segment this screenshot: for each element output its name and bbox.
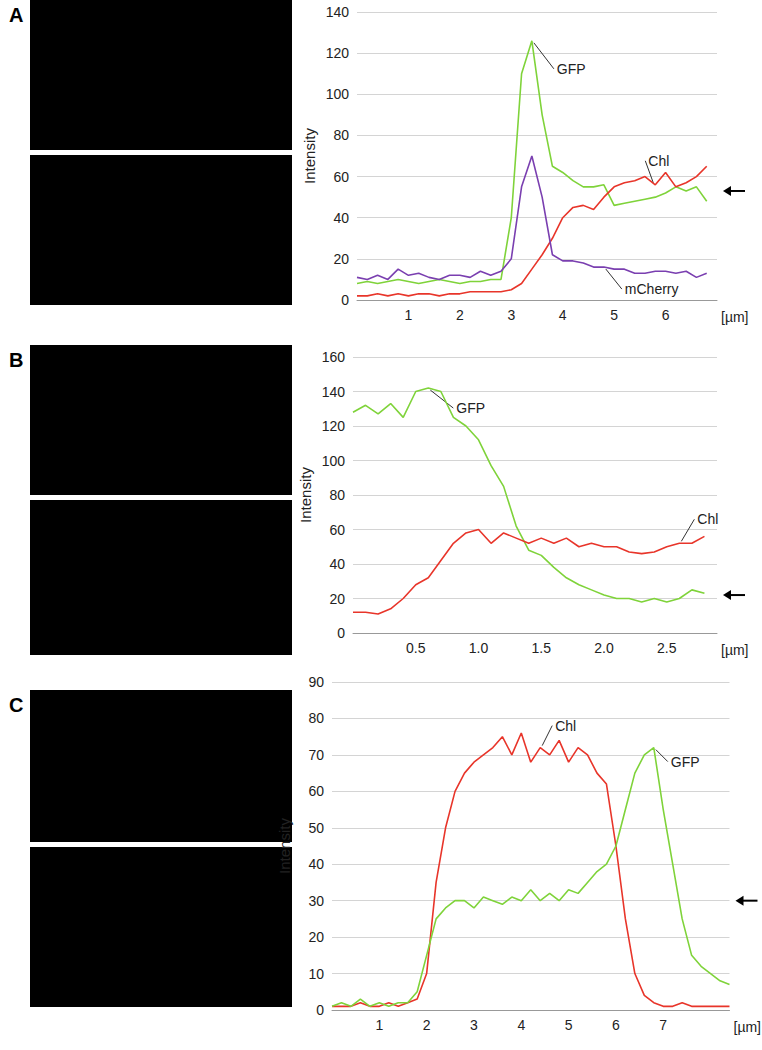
svg-text:10: 10 bbox=[308, 966, 324, 982]
svg-text:140: 140 bbox=[322, 384, 346, 400]
svg-text:40: 40 bbox=[329, 556, 345, 572]
svg-text:120: 120 bbox=[322, 418, 346, 434]
svg-text:5: 5 bbox=[610, 307, 618, 323]
svg-text:6: 6 bbox=[662, 307, 670, 323]
svg-text:B: B bbox=[9, 349, 23, 371]
svg-text:A: A bbox=[9, 4, 23, 26]
svg-text:3: 3 bbox=[470, 1017, 478, 1033]
svg-text:1.5: 1.5 bbox=[532, 640, 552, 656]
svg-text:4: 4 bbox=[559, 307, 567, 323]
svg-text:0: 0 bbox=[341, 292, 349, 308]
svg-text:0.5: 0.5 bbox=[406, 640, 426, 656]
svg-text:5: 5 bbox=[565, 1017, 573, 1033]
svg-text:60: 60 bbox=[333, 169, 349, 185]
svg-text:1.0: 1.0 bbox=[469, 640, 489, 656]
svg-text:[µm]: [µm] bbox=[721, 642, 749, 658]
svg-text:1: 1 bbox=[405, 307, 413, 323]
svg-text:40: 40 bbox=[308, 856, 324, 872]
svg-text:Intensity: Intensity bbox=[301, 128, 318, 184]
svg-text:[µm]: [µm] bbox=[721, 309, 749, 325]
svg-text:0: 0 bbox=[337, 625, 345, 641]
svg-text:120: 120 bbox=[326, 45, 350, 61]
svg-text:60: 60 bbox=[329, 522, 345, 538]
svg-text:160: 160 bbox=[322, 349, 346, 365]
svg-text:100: 100 bbox=[322, 453, 346, 469]
svg-text:[µm]: [µm] bbox=[733, 1019, 761, 1035]
svg-text:C: C bbox=[9, 694, 23, 716]
svg-text:90: 90 bbox=[308, 674, 324, 690]
svg-text:2.0: 2.0 bbox=[594, 640, 614, 656]
svg-text:mCherry: mCherry bbox=[625, 281, 679, 297]
svg-text:50: 50 bbox=[308, 820, 324, 836]
svg-text:30: 30 bbox=[308, 893, 324, 909]
svg-text:0: 0 bbox=[316, 1002, 324, 1018]
svg-text:20: 20 bbox=[308, 929, 324, 945]
svg-text:80: 80 bbox=[308, 710, 324, 726]
svg-text:6: 6 bbox=[612, 1017, 620, 1033]
svg-text:80: 80 bbox=[329, 487, 345, 503]
svg-text:40: 40 bbox=[333, 210, 349, 226]
svg-text:Chl: Chl bbox=[648, 153, 669, 169]
svg-text:Chl: Chl bbox=[555, 718, 576, 734]
svg-text:4: 4 bbox=[517, 1017, 525, 1033]
svg-text:GFP: GFP bbox=[671, 754, 700, 770]
svg-text:2.5: 2.5 bbox=[657, 640, 677, 656]
svg-text:20: 20 bbox=[329, 591, 345, 607]
svg-text:70: 70 bbox=[308, 747, 324, 763]
svg-text:Chl: Chl bbox=[697, 511, 718, 527]
svg-text:2: 2 bbox=[423, 1017, 431, 1033]
svg-text:GFP: GFP bbox=[557, 61, 586, 77]
svg-text:20: 20 bbox=[333, 251, 349, 267]
svg-text:3: 3 bbox=[507, 307, 515, 323]
svg-text:1: 1 bbox=[375, 1017, 383, 1033]
svg-text:GFP: GFP bbox=[456, 400, 485, 416]
svg-text:80: 80 bbox=[333, 127, 349, 143]
svg-text:140: 140 bbox=[326, 4, 350, 20]
svg-text:Intensity: Intensity bbox=[276, 818, 293, 874]
svg-text:Intensity: Intensity bbox=[297, 467, 314, 523]
svg-text:60: 60 bbox=[308, 783, 324, 799]
svg-text:7: 7 bbox=[659, 1017, 667, 1033]
svg-text:2: 2 bbox=[456, 307, 464, 323]
svg-text:100: 100 bbox=[326, 86, 350, 102]
